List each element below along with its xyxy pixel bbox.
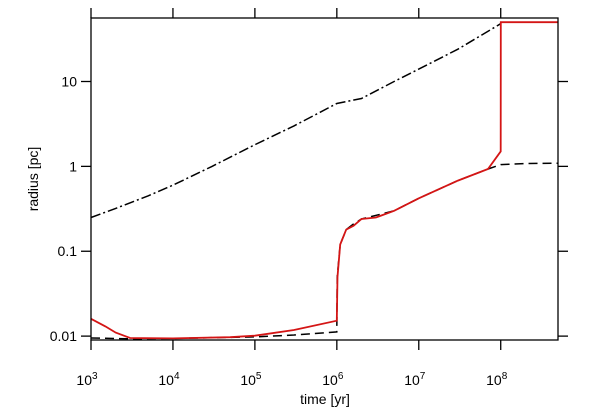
y-tick-label: 0.01 [50,328,77,344]
x-tick-label: 107 [404,371,426,388]
curves [90,21,559,340]
y-tick-label: 0.1 [58,243,78,259]
x-tick-label: 108 [486,371,508,388]
y-tick-label: 10 [61,74,77,90]
plot-frame [90,17,559,341]
x-axis: 103 104 105 106 107 108 [76,8,508,388]
series-line-solid [90,21,558,340]
x-tick-label: 105 [240,371,262,388]
x-axis-title: time [yr] [300,391,350,407]
y-tick-label: 1 [69,158,77,174]
x-tick-label: 103 [76,371,98,388]
x-tick-label: 106 [322,371,344,388]
series-line-dash-dot [90,23,502,219]
x-tick-label: 104 [158,371,180,388]
y-axis-title: radius [pc] [25,147,41,212]
y-axis: 0.01 0.1 1 10 [50,74,568,344]
